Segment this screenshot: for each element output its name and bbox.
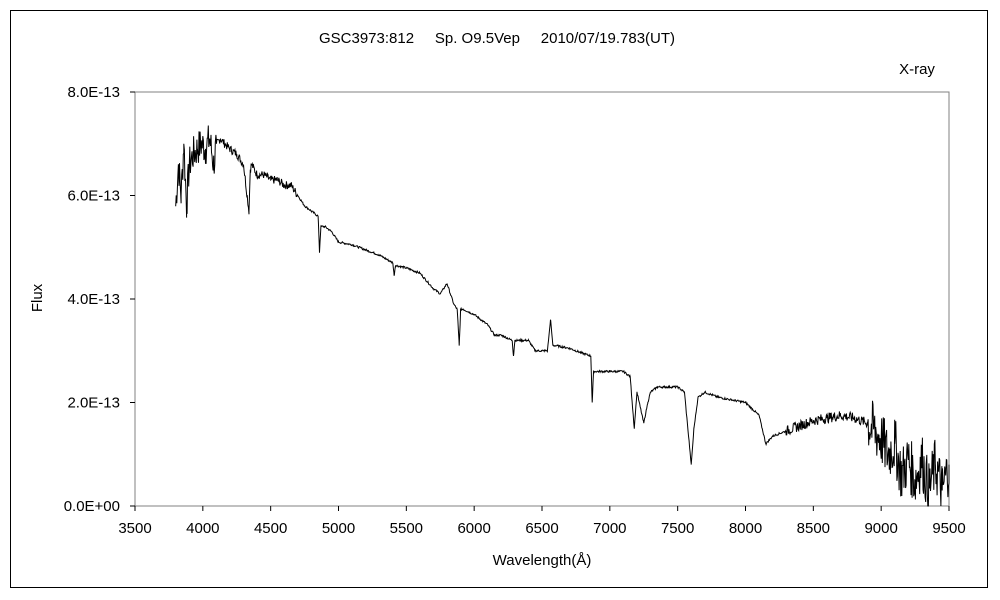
x-tick-label: 7000 [593,520,626,537]
x-tick-label: 8000 [729,520,762,537]
chart-frame [10,10,988,588]
x-tick-label: 3500 [118,520,151,537]
x-tick-label: 9000 [864,520,897,537]
y-tick-label: 4.0E-13 [67,291,120,308]
plot-area [134,91,950,507]
y-tick-label: 2.0E-13 [67,395,120,412]
y-tick-label: 8.0E-13 [67,84,120,101]
x-tick-label: 8500 [797,520,830,537]
xray-annotation: X-ray [899,61,935,78]
y-axis-label: Flux [29,283,46,312]
x-tick-label: 4500 [254,520,287,537]
x-tick-label: 6500 [525,520,558,537]
x-tick-label: 4000 [186,520,219,537]
x-tick-label: 7500 [661,520,694,537]
y-tick-label: 0.0E+00 [64,498,120,515]
x-axis-label: Wavelength(Å) [493,552,592,569]
x-tick-label: 9500 [932,520,965,537]
chart-title: GSC3973:812 Sp. O9.5Vep 2010/07/19.783(U… [319,30,675,47]
spectrum-line [175,125,950,507]
y-tick-label: 6.0E-13 [67,188,120,205]
x-tick-label: 6000 [457,520,490,537]
x-tick-label: 5500 [390,520,423,537]
x-tick-label: 5000 [322,520,355,537]
